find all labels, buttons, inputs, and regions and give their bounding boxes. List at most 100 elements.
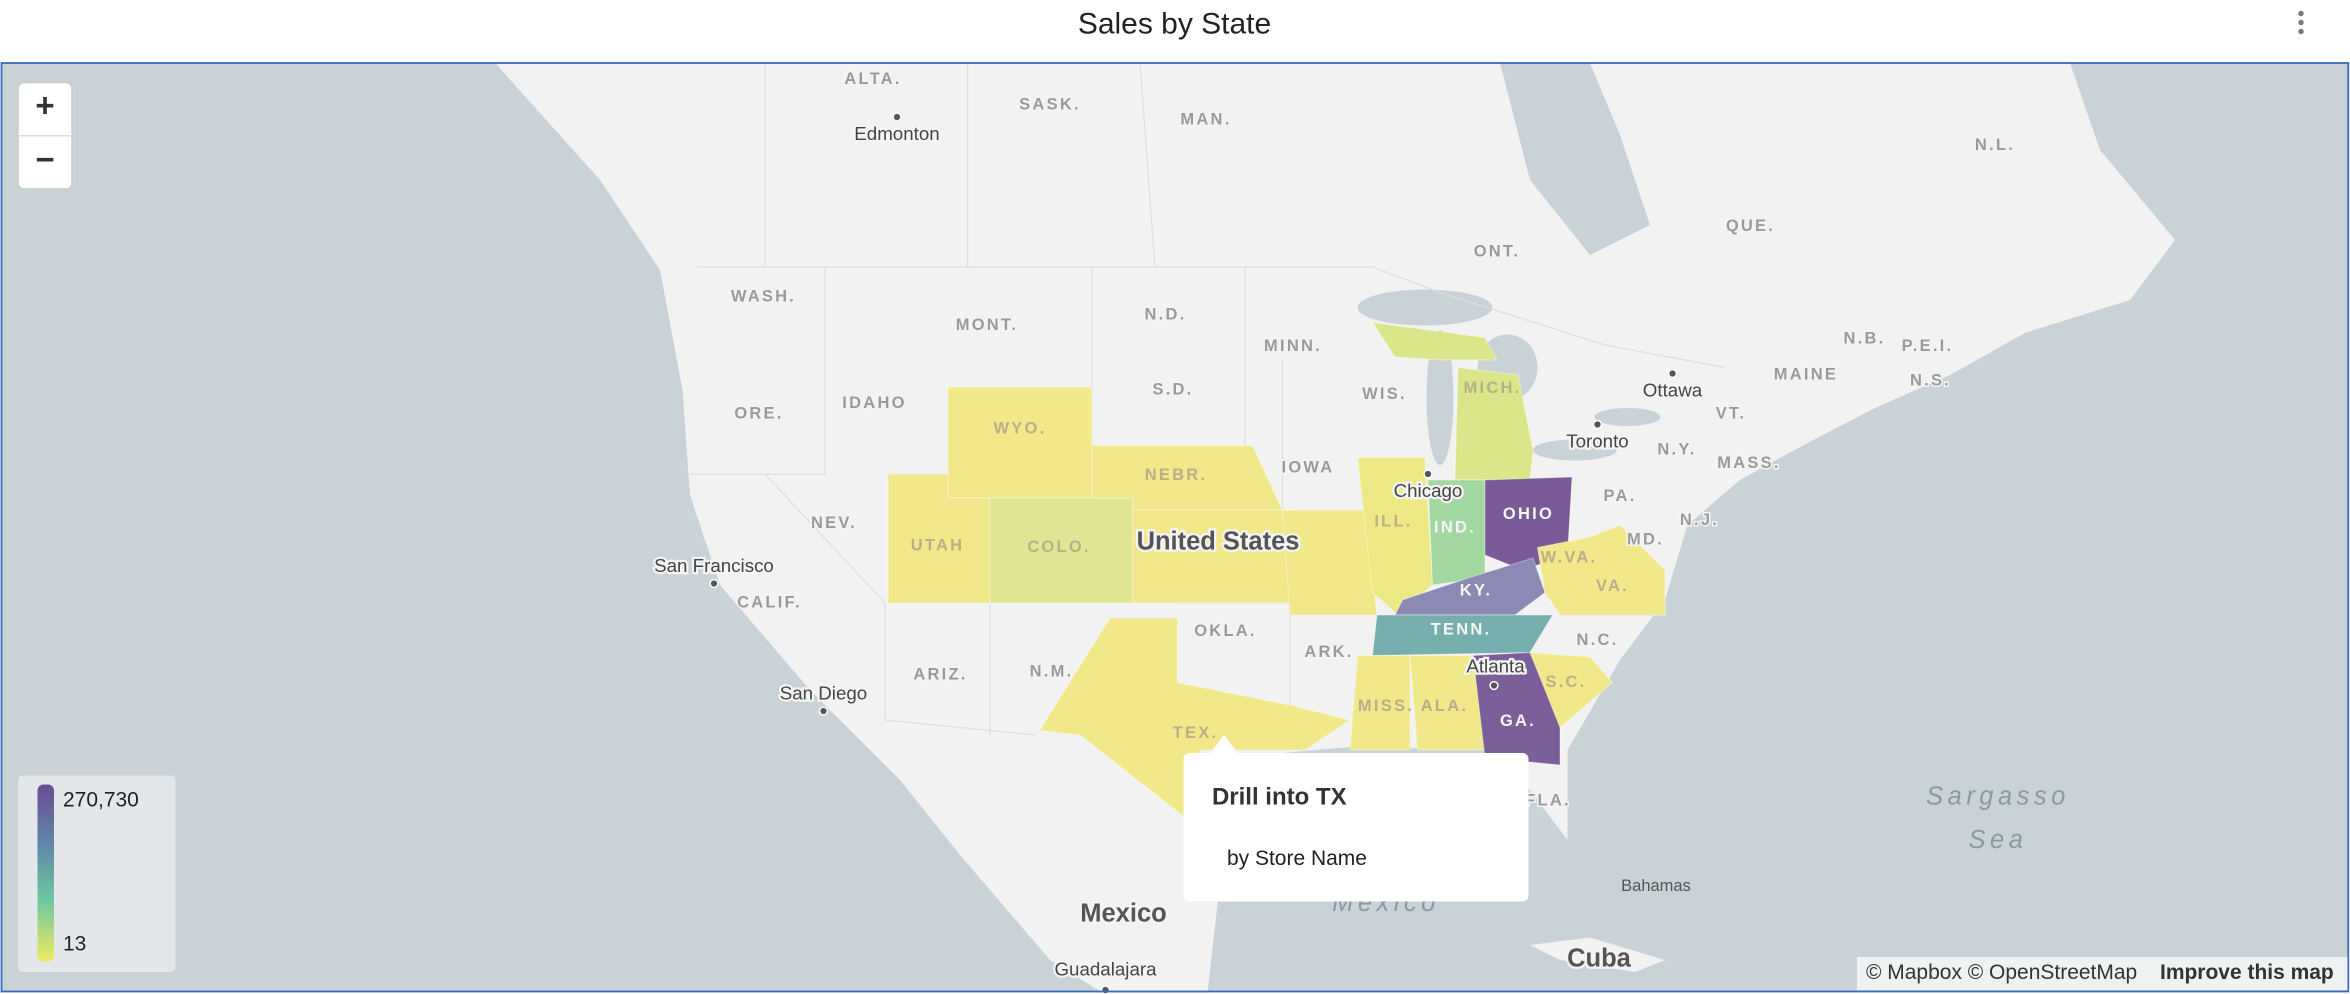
state-ms: [1349, 655, 1411, 751]
legend-box: [18, 775, 176, 972]
attribution: © Mapbox © OpenStreetMap Improve this ma…: [1856, 956, 2348, 990]
legend-scale: [37, 784, 55, 962]
map-label: MONT.: [956, 316, 1019, 334]
map-label: IND.: [1434, 518, 1476, 536]
improve-map-link[interactable]: Improve this map: [2160, 961, 2334, 984]
map-label: Mexico: [1080, 900, 1166, 928]
lake: [1594, 407, 1661, 426]
map-label: Cuba: [1567, 945, 1632, 973]
tooltip-pointer: [1208, 734, 1239, 755]
map-label: ONT.: [1474, 242, 1521, 260]
map-label: IDAHO: [842, 394, 906, 412]
map-label: ILL.: [1374, 512, 1412, 530]
map-label: GA.: [1500, 712, 1536, 730]
state-sc: [1529, 651, 1614, 729]
map-label: OKLA.: [1194, 622, 1257, 640]
city-dot: [1100, 985, 1111, 994]
map-label: VT.: [1716, 404, 1747, 422]
map-label: MAINE: [1774, 365, 1838, 383]
drill-title[interactable]: Drill into TX: [1212, 783, 1347, 810]
map-label: MINN.: [1264, 337, 1322, 355]
map-label: IOWA: [1282, 458, 1335, 476]
city-dot: [892, 112, 902, 122]
attribution-box: [1856, 956, 2348, 990]
map-label: San Diego: [780, 682, 868, 703]
map-label: WASH.: [731, 287, 796, 305]
city-dot: [818, 706, 829, 716]
state-ks: [1132, 509, 1291, 604]
attribution-text: © Mapbox © OpenStreetMap: [1866, 961, 2137, 984]
map-label: CALIF.: [737, 593, 802, 611]
map-label: W.VA.: [1541, 548, 1598, 566]
legend: 270,730 13: [18, 775, 176, 972]
lake: [1357, 289, 1493, 326]
map-label: S.C.: [1545, 673, 1586, 691]
state-mo: [1282, 509, 1378, 616]
map-label: S.D.: [1152, 380, 1193, 398]
map-label: N.C.: [1577, 631, 1619, 649]
map-label: Sea: [1969, 826, 2028, 854]
state-tx: [1038, 617, 1352, 819]
map-label: Guadalajara: [1054, 958, 1157, 979]
map-label: Bahamas: [1621, 877, 1691, 895]
map-label: P.E.I.: [1902, 337, 1954, 355]
city-dot: [1667, 368, 1678, 379]
map-label: ARIZ.: [913, 665, 967, 683]
drill-option[interactable]: by Store Name: [1227, 847, 1367, 870]
map-label: MASS.: [1717, 454, 1780, 472]
zoom-out[interactable]: −: [35, 141, 54, 178]
shaded-states: [887, 321, 1666, 819]
menu-button[interactable]: [2298, 10, 2304, 35]
map-label: TENN.: [1431, 620, 1492, 638]
tooltip-box: [1183, 752, 1529, 902]
map-label: UTAH: [911, 536, 965, 554]
lake: [1426, 329, 1454, 465]
map-label: N.B.: [1844, 329, 1886, 347]
map-label: San Francisco: [654, 555, 774, 576]
lake: [1532, 439, 1617, 461]
state-wy: [947, 386, 1093, 499]
map-label: N.J.: [1680, 511, 1719, 529]
legend-min: 13: [63, 933, 86, 956]
city-dot: [709, 578, 719, 589]
map-label: MD.: [1627, 530, 1664, 548]
city-dot: [1489, 680, 1499, 691]
title: Sales by State: [1078, 7, 1271, 40]
map-label: N.M.: [1030, 662, 1074, 680]
map-label: Toronto: [1566, 430, 1629, 451]
map-label: PA.: [1603, 487, 1636, 505]
state-ga: [1472, 652, 1561, 766]
map-label: ORE.: [734, 404, 783, 422]
map-label: N.Y.: [1657, 440, 1696, 458]
cuba: [1529, 937, 1665, 972]
map-label: ARK.: [1304, 643, 1353, 661]
map-label: COLO.: [1027, 538, 1090, 556]
tooltip: Drill into TX by Store Name: [1183, 734, 1529, 902]
city-dot: [1423, 469, 1433, 479]
map-label: ALA.: [1421, 697, 1468, 715]
map-label: Chicago: [1394, 480, 1463, 501]
map-label: MICH.: [1464, 379, 1522, 397]
map-label: FLA.: [1525, 791, 1571, 809]
map-label: Sargasso: [1926, 783, 2070, 811]
map-label: N.L.: [1975, 136, 2015, 154]
map-label: SASK.: [1019, 95, 1081, 113]
map: ALTA. SASK. MAN. Edmonton ONT. QUE. N.L. WASH. M…: [0, 62, 2350, 994]
map-label: KY.: [1460, 581, 1492, 599]
map-label: VA.: [1596, 577, 1629, 595]
map-label: TEX.: [1173, 724, 1219, 742]
hudson-bay: [1499, 62, 1650, 255]
map-label: Edmonton: [854, 123, 939, 144]
map-label: MISS.: [1358, 697, 1414, 715]
map-label: N.D.: [1145, 305, 1187, 323]
map-label: N.S.: [1910, 371, 1951, 389]
zoom-in[interactable]: +: [35, 87, 54, 124]
map-label: United States: [1137, 528, 1300, 556]
map-label: OHIO: [1503, 505, 1554, 523]
state-mi-upper: [1371, 321, 1498, 361]
map-labels: ALTA. SASK. MAN. Edmonton ONT. QUE. N.L. WASH. M…: [652, 68, 2070, 994]
map-label: NEBR.: [1145, 466, 1208, 484]
city-dot: [1592, 419, 1603, 430]
